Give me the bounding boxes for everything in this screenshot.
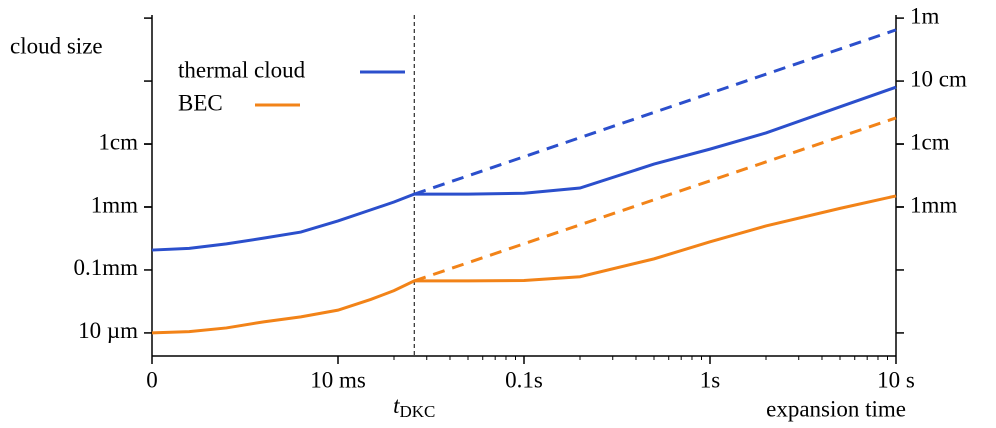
x-tick-label: 0.1s — [505, 367, 543, 392]
y2-tick-label: 1mm — [910, 192, 957, 217]
legend-label: thermal cloud — [178, 57, 306, 82]
y-axis-label: cloud size — [10, 33, 103, 58]
y-tick-label: 10 µm — [78, 318, 138, 343]
y-tick-label: 1mm — [91, 192, 138, 217]
y2-tick-label: 1cm — [910, 129, 950, 154]
x-tick-label: 10 ms — [310, 367, 366, 392]
marker-label-sub: DKC — [399, 402, 435, 421]
x-tick-label: 0 — [146, 367, 158, 392]
marker-label-main: t — [393, 393, 400, 418]
y2-tick-label: 10 cm — [910, 66, 967, 91]
y-tick-label: 1cm — [98, 129, 138, 154]
x-tick-label: 10 s — [877, 367, 915, 392]
line — [151, 194, 897, 335]
x-axis-label: expansion time — [766, 396, 906, 421]
line — [151, 85, 897, 252]
marker-label: tDKC — [393, 393, 435, 421]
legend-label: BEC — [178, 90, 223, 115]
y2-tick-label: 1m — [910, 3, 940, 28]
y-tick-label: 0.1mm — [73, 255, 138, 280]
x-tick-label: 1s — [700, 367, 721, 392]
extrapolation-line — [413, 116, 897, 283]
extrapolation-line — [413, 28, 897, 196]
